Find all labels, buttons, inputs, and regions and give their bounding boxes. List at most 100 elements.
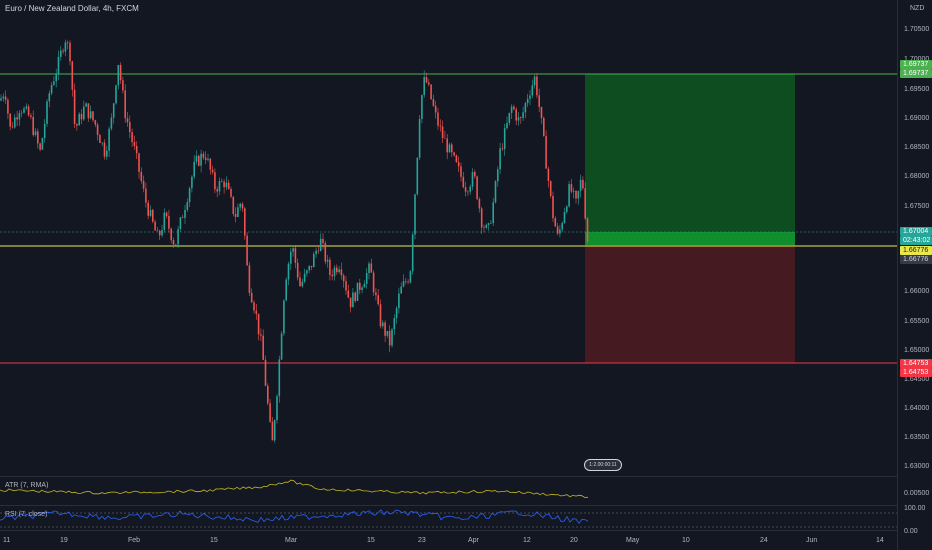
countdown-badge[interactable]: 1:2.00:00:11 (584, 459, 622, 471)
time-tick: 24 (760, 537, 768, 544)
candle-body (246, 235, 248, 266)
candle-body (411, 234, 414, 272)
candle-body (322, 238, 324, 243)
candle-body (536, 76, 538, 96)
rsi-tick: 100.00 (904, 505, 926, 512)
candle-body (34, 131, 37, 135)
candle-body (16, 117, 18, 120)
countdown-tag: 02:43:02 (900, 236, 932, 245)
time-tick: Jun (806, 537, 818, 544)
candle-body (2, 96, 5, 99)
price-tick: 1.68500 (904, 144, 930, 151)
candle-body (494, 181, 497, 203)
profit-zone (585, 74, 795, 246)
currency-label: NZD (910, 5, 925, 12)
candle-body (223, 181, 225, 188)
candle-body (25, 106, 28, 109)
candle-body (340, 269, 343, 276)
candle-body (425, 76, 428, 83)
candles-group (0, 39, 589, 443)
candle-body (453, 152, 455, 156)
candle-body (87, 103, 90, 119)
candle-body (313, 254, 315, 268)
candle-body (4, 96, 7, 100)
target-price-tag: 1.69737 (900, 60, 932, 69)
candle-body (18, 113, 21, 120)
price-tick: 1.67500 (904, 203, 930, 210)
candle-body (437, 112, 439, 126)
candle-body (156, 230, 159, 232)
candle-body (478, 199, 481, 209)
candle-body (448, 144, 451, 153)
candle-body (363, 283, 366, 288)
candle-body (416, 157, 419, 195)
candle-body (480, 208, 483, 228)
candle-body (333, 267, 336, 277)
candle-body (154, 221, 156, 231)
candle-body (204, 157, 207, 160)
candle-body (278, 359, 281, 397)
candle-body (50, 84, 53, 94)
candle-body (446, 138, 448, 153)
time-axis[interactable]: 11 19 Feb 15 Mar 15 23 Apr 12 20 May 10 … (0, 530, 897, 550)
candle-body (547, 168, 550, 182)
atr-title: ATR (7, RMA) (5, 482, 49, 489)
candle-body (503, 128, 506, 150)
candle-body (122, 80, 124, 91)
candle-body (244, 208, 246, 236)
price-tick: 1.64500 (904, 376, 930, 383)
price-chart[interactable] (0, 0, 897, 530)
candle-body (53, 81, 55, 85)
candle-body (186, 202, 189, 210)
candle-body (572, 190, 575, 192)
candle-body (375, 292, 377, 296)
candle-body (524, 103, 527, 113)
candle-body (540, 106, 543, 118)
candle-body (211, 169, 214, 173)
candle-body (545, 135, 547, 169)
candle-body (140, 171, 143, 181)
candle-body (237, 207, 239, 217)
candle-body (462, 176, 465, 188)
candle-body (80, 113, 83, 120)
current-price-tag: 1.67004 (900, 227, 932, 236)
candle-body (579, 179, 582, 191)
candle-body (48, 93, 51, 102)
candle-body (370, 263, 373, 273)
time-tick: 10 (682, 537, 690, 544)
rsi-pane-separator[interactable] (0, 505, 897, 506)
candle-body (395, 308, 398, 319)
candle-body (554, 218, 557, 227)
price-axis[interactable]: NZD 1.70500 1.70000 1.69500 1.69000 1.68… (897, 0, 932, 550)
candle-body (41, 137, 44, 150)
candle-body (342, 275, 345, 282)
candle-body (257, 313, 260, 335)
candle-body (492, 202, 494, 223)
candle-body (39, 143, 41, 150)
candle-body (400, 286, 402, 294)
candle-body (92, 111, 94, 121)
candle-body (347, 290, 350, 298)
candle-body (345, 281, 347, 291)
candle-body (129, 122, 131, 133)
atr-pane-separator[interactable] (0, 476, 897, 477)
candle-body (469, 186, 471, 192)
candle-body (520, 117, 522, 118)
candle-body (200, 153, 202, 166)
candle-body (356, 282, 359, 301)
candle-body (248, 265, 251, 293)
candle-body (575, 190, 577, 199)
candle-body (386, 330, 389, 336)
candle-body (264, 359, 267, 386)
time-tick: 19 (60, 537, 68, 544)
candle-body (262, 335, 264, 360)
time-tick: 23 (418, 537, 426, 544)
stop-price-tag: 1.64753 (900, 359, 932, 368)
candle-body (119, 65, 122, 81)
candle-body (552, 195, 554, 219)
candle-body (149, 209, 152, 216)
candle-body (301, 281, 304, 287)
candle-body (14, 117, 16, 128)
candle-body (255, 310, 258, 314)
candle-body (570, 184, 573, 192)
